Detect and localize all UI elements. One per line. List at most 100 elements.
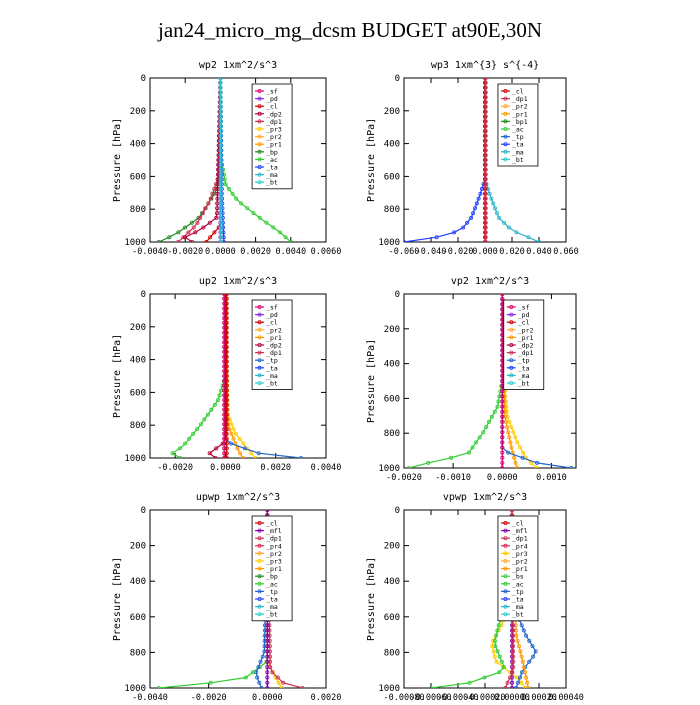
legend-entry: _cl	[266, 319, 278, 327]
legend-entry: _mfl	[512, 527, 528, 535]
data-point	[429, 686, 433, 688]
data-point	[500, 435, 505, 440]
data-point	[245, 206, 250, 211]
data-point	[222, 412, 227, 417]
data-point	[259, 686, 264, 688]
legend-marker	[509, 350, 514, 355]
legend-marker	[257, 119, 262, 124]
panel-title: wp3 1xm^{3} s^{-4}	[431, 60, 539, 71]
data-point	[218, 186, 223, 191]
y-tick-label: 600	[130, 388, 146, 398]
series-group	[404, 78, 541, 242]
legend-entry: _dp2	[518, 342, 534, 350]
data-point	[492, 206, 497, 211]
legend-entry: _ac	[512, 580, 524, 588]
x-tick-label: 0.0060	[311, 247, 342, 257]
legend-marker	[257, 157, 262, 162]
data-point	[242, 446, 247, 451]
data-point	[218, 157, 223, 162]
data-point	[222, 407, 227, 412]
data-point	[262, 638, 267, 643]
x-tick-label: -0.0040	[132, 693, 168, 700]
data-point	[476, 196, 481, 201]
data-point	[271, 225, 276, 230]
data-point	[494, 659, 499, 664]
data-point	[502, 409, 507, 414]
legend-entry: _ta	[512, 596, 524, 604]
series-line-bp	[158, 78, 221, 242]
panel-title: up2 1xm^2/s^3	[199, 276, 277, 287]
data-point	[218, 104, 223, 109]
y-tick-label: 1000	[124, 684, 146, 694]
legend-marker	[509, 380, 514, 385]
data-point	[512, 455, 517, 460]
series-line-bt	[219, 78, 222, 242]
data-point	[499, 659, 504, 664]
y-tick-label: 400	[384, 140, 400, 150]
data-point	[500, 404, 505, 409]
data-point	[500, 450, 505, 455]
x-tick-label: 0.000	[472, 247, 498, 257]
data-point	[491, 649, 496, 654]
y-axis-label: Pressure [hPa]	[112, 118, 123, 202]
data-point	[222, 369, 227, 374]
legend-entry: _pr1	[512, 110, 528, 118]
legend-marker	[257, 373, 262, 378]
data-point	[218, 119, 223, 124]
legend-entry: _pr2	[518, 326, 534, 334]
data-point	[262, 644, 267, 649]
x-tick-label: 0.00040	[548, 693, 584, 700]
plot-frame	[149, 509, 327, 689]
data-point	[208, 680, 213, 685]
legend-entry: _cl	[512, 520, 524, 528]
chart-panel-5: upwp 1xm^2/s^3 Pressure [hPa] 0 200 400 600 80…	[112, 492, 341, 703]
legend-entry: _bt	[266, 380, 278, 388]
data-point	[521, 628, 526, 633]
data-point	[483, 143, 488, 148]
data-point	[508, 440, 513, 445]
panel-title: vp2 1xm^2/s^3	[451, 276, 529, 287]
y-tick-label: 600	[384, 613, 400, 623]
data-point	[404, 240, 406, 242]
data-point	[523, 686, 528, 688]
legend-entry: _pr2	[266, 133, 282, 141]
legend-entry: _pr2	[512, 558, 528, 566]
data-point	[204, 240, 209, 242]
data-point	[222, 301, 227, 306]
x-tick-label: 0.0020	[260, 463, 291, 473]
legend-marker	[503, 142, 508, 147]
data-point	[483, 157, 488, 162]
y-tick-label: 400	[130, 140, 146, 150]
data-point	[517, 644, 522, 649]
data-point	[483, 162, 488, 167]
legend-marker	[257, 104, 262, 109]
data-point	[156, 240, 161, 242]
data-point	[218, 211, 223, 216]
x-tick-label: -0.00080	[384, 693, 425, 700]
data-point	[483, 215, 488, 220]
data-point	[500, 419, 505, 424]
legend-marker	[257, 365, 262, 370]
legend-marker	[509, 342, 514, 347]
legend-marker	[257, 559, 262, 564]
panel-title: vpwp 1xm^2/s^3	[443, 492, 527, 503]
data-point	[511, 638, 516, 643]
chart-panel-2: wp3 1xm^{3} s^{-4} Pressure [hPa] 0 200 400 6…	[366, 60, 579, 257]
data-point	[218, 177, 223, 182]
data-point	[193, 230, 198, 235]
legend-entry: _mfl	[266, 527, 282, 535]
x-tick-label: 0.0040	[275, 247, 306, 257]
legend-marker	[257, 111, 262, 116]
series-line-dp1	[408, 294, 503, 468]
x-tick-label: 0.00000	[494, 693, 530, 700]
data-point	[241, 456, 245, 458]
data-point	[224, 393, 229, 398]
data-point	[503, 419, 508, 424]
data-point	[519, 623, 524, 628]
data-point	[483, 196, 488, 201]
y-tick-label: 0	[141, 506, 146, 516]
data-point	[222, 422, 227, 427]
data-point	[228, 441, 233, 446]
data-point	[267, 633, 272, 638]
